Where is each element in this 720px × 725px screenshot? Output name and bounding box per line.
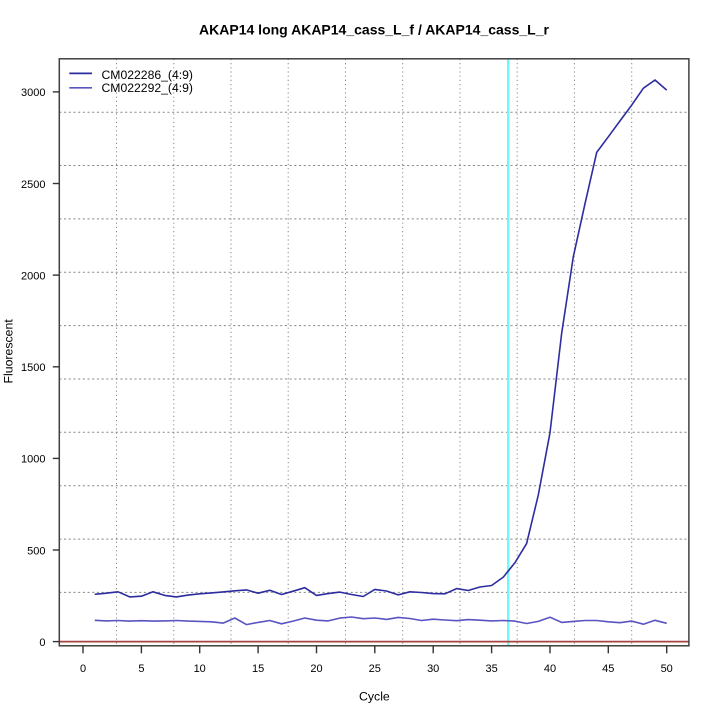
svg-text:500: 500 [27,545,45,557]
svg-text:3000: 3000 [21,87,45,99]
svg-text:5: 5 [138,663,144,675]
svg-text:15: 15 [252,663,264,675]
svg-text:10: 10 [194,663,206,675]
svg-text:40: 40 [544,663,556,675]
svg-text:20: 20 [310,663,322,675]
svg-text:AKAP14 long AKAP14_cass_L_f /: AKAP14 long AKAP14_cass_L_f / AKAP14_cas… [199,22,549,38]
svg-text:0: 0 [80,663,86,675]
svg-text:1000: 1000 [21,454,45,466]
svg-text:2000: 2000 [21,270,45,282]
svg-text:1500: 1500 [21,362,45,374]
svg-text:0: 0 [39,637,45,649]
svg-text:Fluorescent: Fluorescent [2,319,16,384]
svg-text:CM022286_(4:9): CM022286_(4:9) [102,68,193,82]
svg-text:CM022292_(4:9): CM022292_(4:9) [102,81,193,95]
svg-text:30: 30 [427,663,439,675]
svg-text:2500: 2500 [21,179,45,191]
svg-text:50: 50 [661,663,673,675]
svg-text:45: 45 [602,663,614,675]
svg-text:Cycle: Cycle [359,690,390,704]
svg-text:25: 25 [369,663,381,675]
svg-text:35: 35 [485,663,497,675]
